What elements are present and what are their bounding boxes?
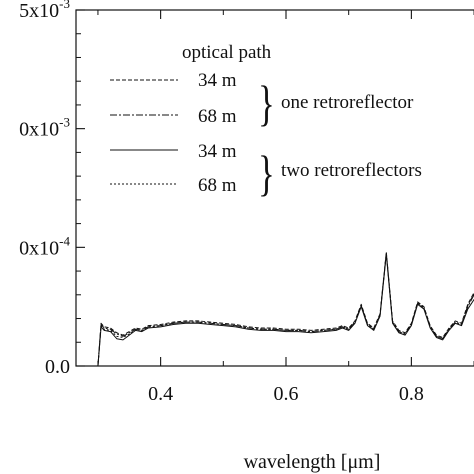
- legend: optical path 34 m 68 m } one retroreflec…: [110, 42, 422, 202]
- series-line-4: [97, 252, 474, 367]
- legend-entry-two-68: 68 m: [198, 175, 237, 196]
- y-tick-label: 0x10-4: [19, 233, 70, 259]
- y-tick-label: 0x10-3: [19, 115, 70, 141]
- legend-header: optical path: [182, 42, 272, 63]
- brace-two-retroreflectors: }: [258, 147, 275, 201]
- series-line-1: [97, 251, 474, 367]
- y-tick-label-exponent: -3: [59, 115, 70, 130]
- legend-entry-two-34: 34 m: [198, 141, 237, 162]
- y-tick-label: 0.0: [45, 356, 70, 378]
- y-tick-label-exponent: -4: [59, 233, 70, 248]
- x-tick-label: 0.4: [148, 383, 173, 405]
- y-tick-label: 5x10-3: [19, 0, 70, 22]
- series-line-3: [97, 253, 474, 367]
- legend-entry-one-68: 68 m: [198, 106, 237, 127]
- x-tick-labels: 0.4 0.6 0.8: [148, 383, 424, 405]
- brace-one-retroreflector: }: [258, 77, 275, 131]
- series-line-2: [97, 252, 474, 367]
- x-tick-label: 0.6: [274, 383, 299, 405]
- x-tick-label: 0.8: [399, 383, 424, 405]
- legend-entry-one-34: 34 m: [198, 70, 237, 91]
- legend-group-one-retroreflector: one retroreflector: [281, 92, 414, 113]
- series-group: [97, 251, 474, 367]
- y-tick-label-base: 5x10: [19, 0, 59, 22]
- x-axis-label: wavelength [μm]: [244, 451, 381, 473]
- y-tick-label-base: 0.0: [45, 356, 70, 378]
- tick-group: [76, 9, 474, 367]
- y-tick-label-base: 0x10: [19, 119, 59, 141]
- y-tick-label-base: 0x10: [19, 237, 59, 259]
- y-tick-label-exponent: -3: [59, 0, 70, 11]
- legend-group-two-retroreflectors: two retroreflectors: [281, 160, 422, 181]
